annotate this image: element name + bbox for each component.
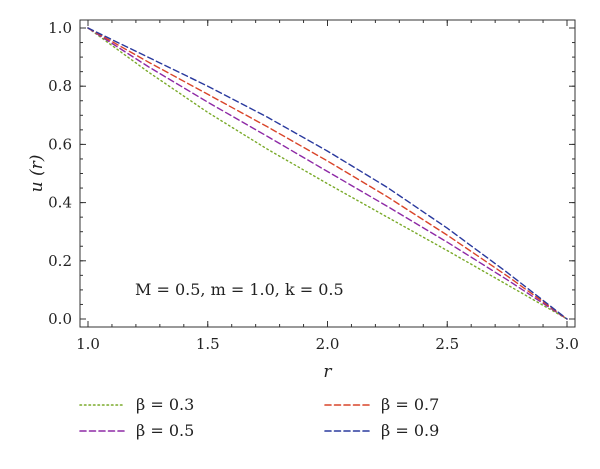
y-axis-label: u (r) <box>27 155 47 193</box>
y-tick-label: 0.2 <box>48 252 72 270</box>
series-line-4 <box>87 27 568 320</box>
series-line-2 <box>87 27 568 320</box>
x-tick-label: 2.0 <box>316 335 340 353</box>
legend: β = 0.3 β = 0.5 β = 0.7 β = 0.9 <box>79 395 439 440</box>
legend-label-1: β = 0.3 <box>136 395 194 414</box>
x-tick-label: 1.5 <box>196 335 220 353</box>
axis-ticks: 1.0 1.5 2.0 2.5 3.0 0.0 0.2 0.4 0.6 0.8 1.0 <box>48 19 579 353</box>
y-tick-label: 1.0 <box>48 19 72 37</box>
legend-label-4: β = 0.9 <box>381 421 439 440</box>
x-tick-label: 2.5 <box>435 335 459 353</box>
x-tick-label: 3.0 <box>555 335 579 353</box>
x-tick-label: 1.0 <box>76 335 100 353</box>
series-line-1 <box>87 27 568 320</box>
y-tick-label: 0.4 <box>48 194 72 212</box>
series-line-3 <box>87 27 568 320</box>
legend-label-3: β = 0.7 <box>381 395 439 414</box>
y-tick-label: 0.6 <box>48 135 72 153</box>
y-tick-label: 0.0 <box>48 310 72 328</box>
y-tick-label: 0.8 <box>48 77 72 95</box>
legend-label-2: β = 0.5 <box>136 421 194 440</box>
x-axis-label: r <box>323 362 332 382</box>
chart-annotation: M = 0.5, m = 1.0, k = 0.5 <box>135 280 344 299</box>
series-group <box>87 27 568 320</box>
